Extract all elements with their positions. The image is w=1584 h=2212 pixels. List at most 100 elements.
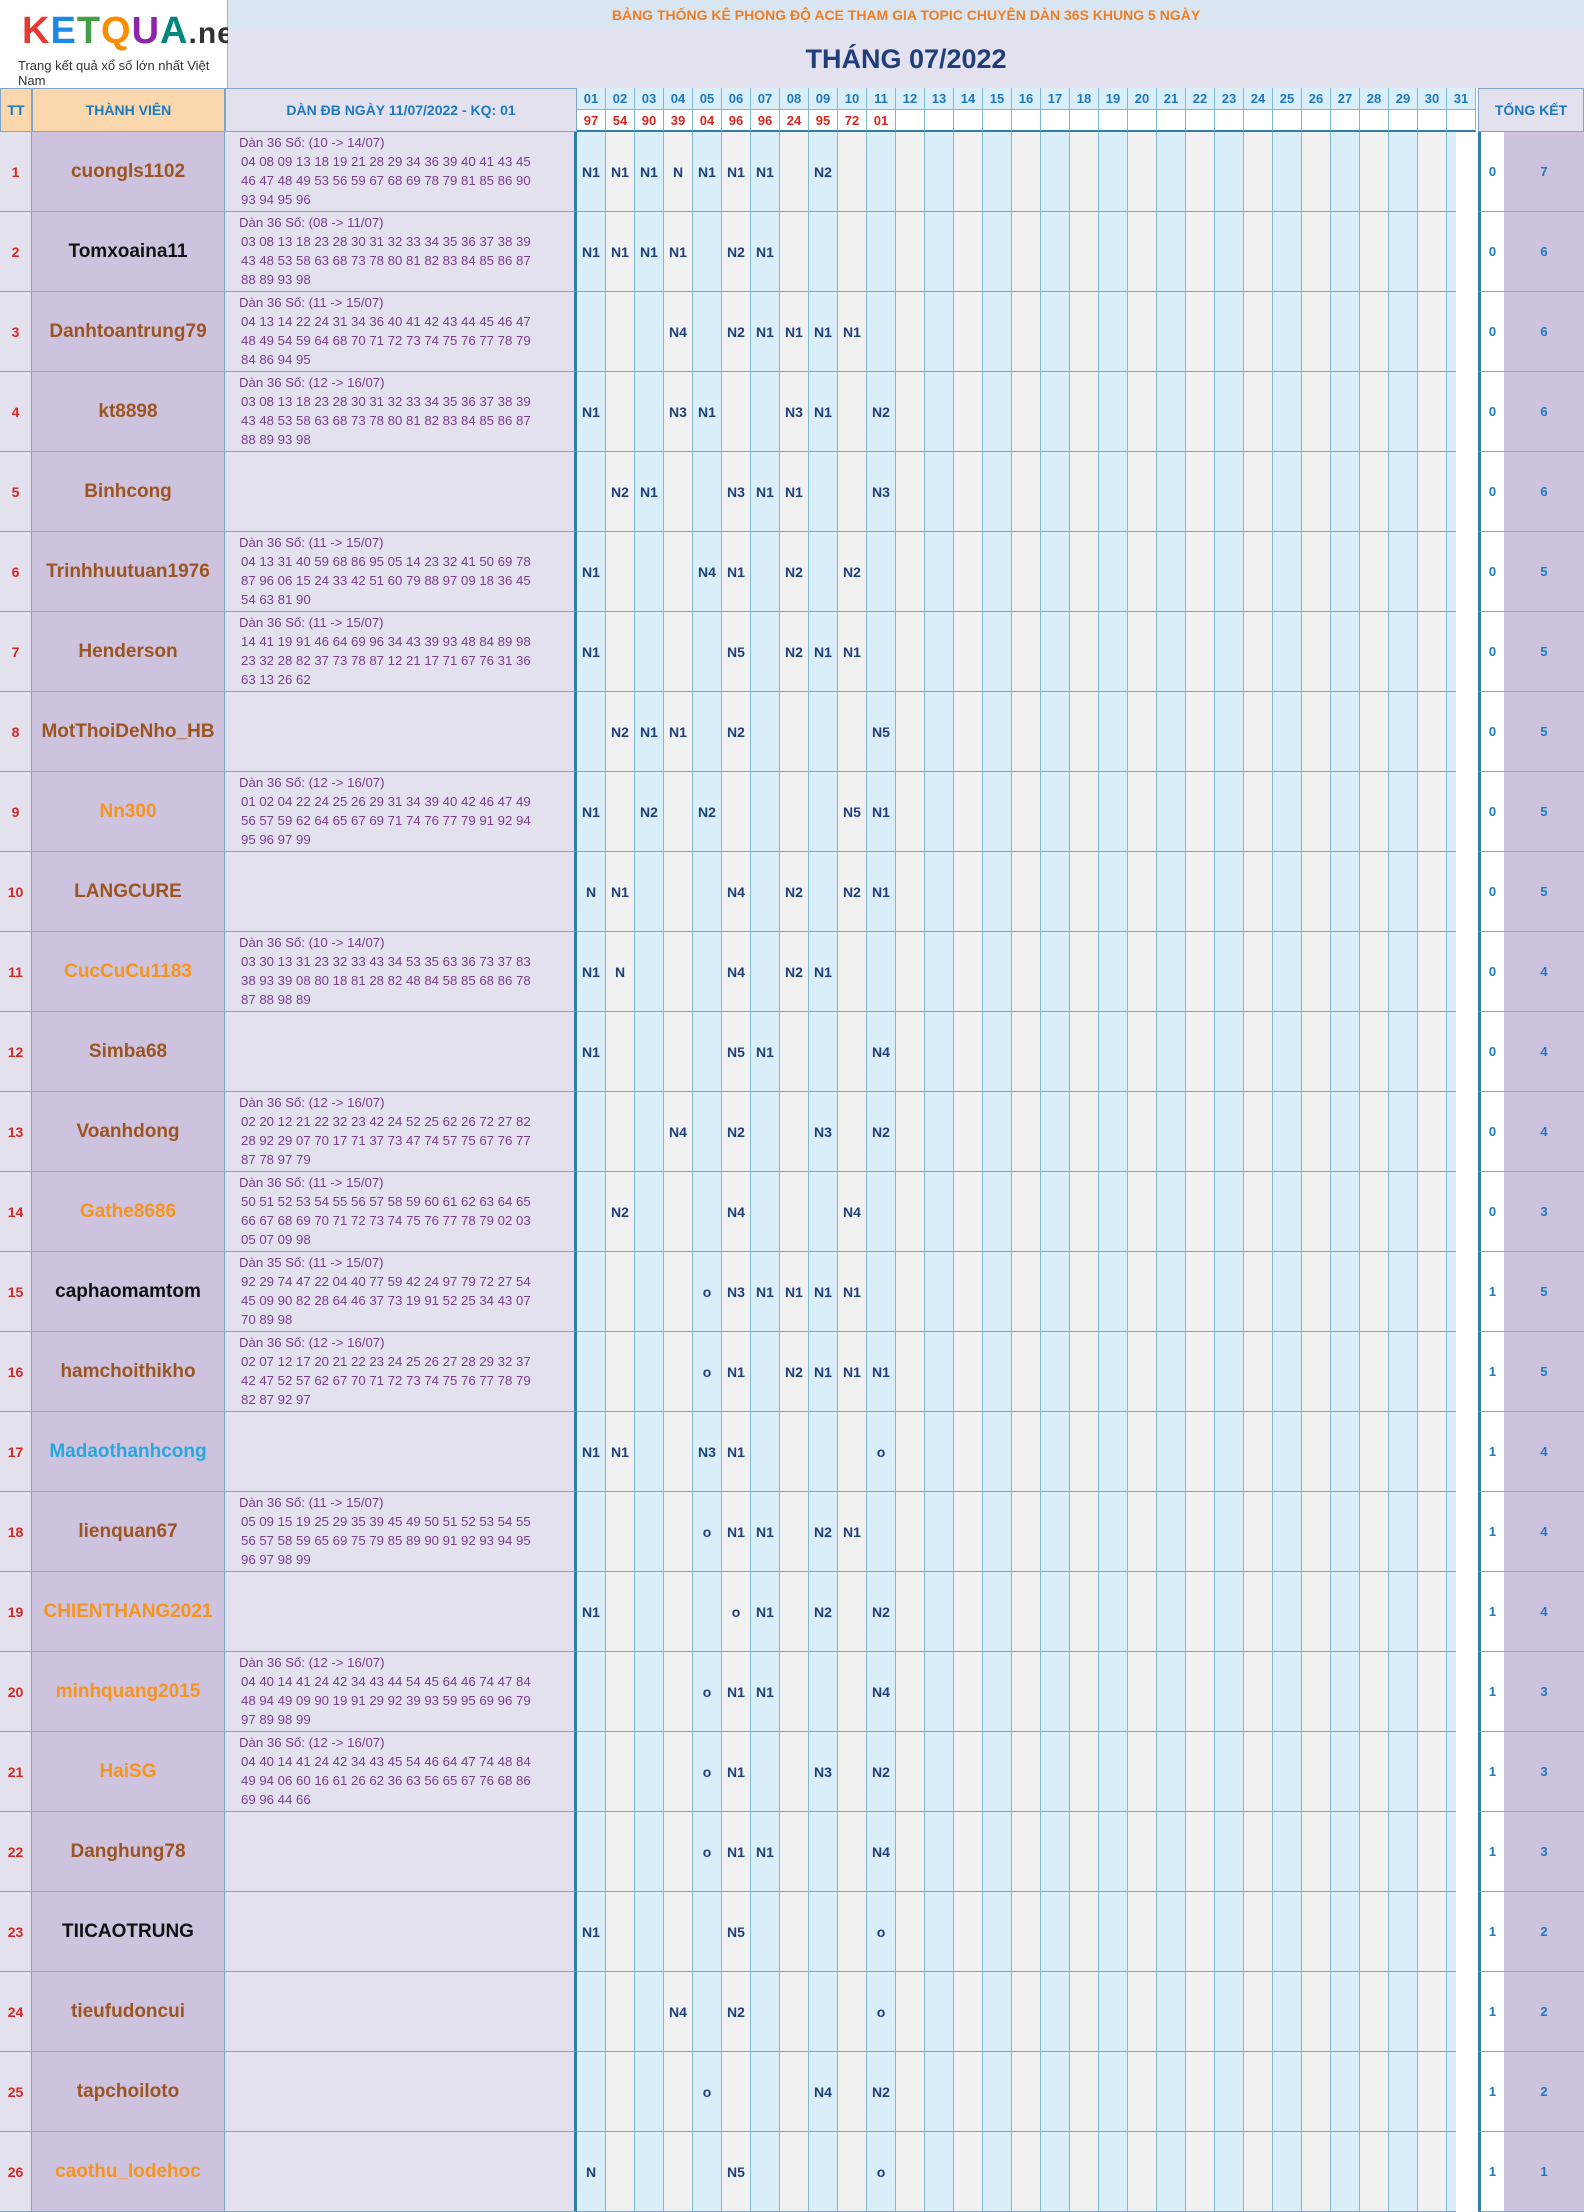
day-cell xyxy=(635,1172,664,1252)
table-row: 21 HaiSG Dàn 36 Số: (12 -> 16/07) 04 40 14 … xyxy=(0,1732,1584,1812)
day-cell xyxy=(1360,292,1389,372)
day-cell xyxy=(1012,1412,1041,1492)
member-name[interactable]: LANGCURE xyxy=(32,852,225,932)
day-cell xyxy=(664,1892,693,1972)
day-cell xyxy=(925,532,954,612)
member-name[interactable]: Henderson xyxy=(32,612,225,692)
member-name[interactable]: Trinhhuutuan1976 xyxy=(32,532,225,612)
member-name[interactable]: MotThoiDeNho_HB xyxy=(32,692,225,772)
day-cell xyxy=(1215,452,1244,532)
member-name[interactable]: cuongls1102 xyxy=(32,132,225,212)
member-name[interactable]: tieufudoncui xyxy=(32,1972,225,2052)
day-cell xyxy=(954,772,983,852)
day-cell xyxy=(983,532,1012,612)
day-cell xyxy=(1186,1572,1215,1652)
day-cell xyxy=(635,612,664,692)
member-name[interactable]: CHIENTHANG2021 xyxy=(32,1572,225,1652)
day-cell xyxy=(1331,1332,1360,1412)
ketqua-logo[interactable]: KETQUA.net Trang kết quả xổ số lớn nhất … xyxy=(0,0,245,88)
day-cell xyxy=(1273,1172,1302,1252)
member-name[interactable]: lienquan67 xyxy=(32,1492,225,1572)
day-result: 96 xyxy=(722,110,751,132)
dan-numbers xyxy=(225,2052,577,2132)
day-cell: N1 xyxy=(751,1012,780,1092)
member-name[interactable]: Binhcong xyxy=(32,452,225,532)
gap-column xyxy=(1456,2132,1478,2212)
day-cell xyxy=(664,2052,693,2132)
day-cell xyxy=(925,1572,954,1652)
member-name[interactable]: CucCuCu1183 xyxy=(32,932,225,1012)
day-cell xyxy=(1331,852,1360,932)
day-cell xyxy=(1099,1652,1128,1732)
member-name[interactable]: Danghung78 xyxy=(32,1812,225,1892)
day-cell xyxy=(838,1892,867,1972)
day-cell xyxy=(1389,372,1418,452)
summary-hit: 0 xyxy=(1478,1092,1504,1172)
member-name[interactable]: hamchoithikho xyxy=(32,1332,225,1412)
day-cell xyxy=(896,692,925,772)
summary-total: 5 xyxy=(1504,1332,1584,1412)
day-cell xyxy=(1273,1252,1302,1332)
day-cell xyxy=(1360,692,1389,772)
member-name[interactable]: Nn300 xyxy=(32,772,225,852)
day-cell xyxy=(1273,372,1302,452)
day-cell xyxy=(780,1892,809,1972)
day-cell: N xyxy=(606,932,635,1012)
day-cell xyxy=(1070,692,1099,772)
day-cell: N4 xyxy=(838,1172,867,1252)
member-name[interactable]: Simba68 xyxy=(32,1012,225,1092)
summary-hit: 0 xyxy=(1478,372,1504,452)
day-cell xyxy=(780,1412,809,1492)
day-cell xyxy=(1215,1172,1244,1252)
row-number: 6 xyxy=(0,532,32,612)
day-cell xyxy=(606,1092,635,1172)
member-name[interactable]: caothu_lodehoc xyxy=(32,2132,225,2212)
sheet-banner: BẢNG THỐNG KÊ PHONG ĐỘ ACE THAM GIA TOPI… xyxy=(228,0,1584,31)
member-name[interactable]: Danhtoantrung79 xyxy=(32,292,225,372)
day-result xyxy=(983,110,1012,132)
day-cell xyxy=(1215,132,1244,212)
member-name[interactable]: Gathe8686 xyxy=(32,1172,225,1252)
member-name[interactable]: Voanhdong xyxy=(32,1092,225,1172)
member-name[interactable]: kt8898 xyxy=(32,372,225,452)
day-cell xyxy=(1331,452,1360,532)
day-cell xyxy=(1331,2132,1360,2212)
table-row: 22 Danghung78 o N1 N1 N4 1 3 xyxy=(0,1812,1584,1892)
day-header: 20 xyxy=(1128,88,1157,110)
dan-numbers xyxy=(225,452,577,532)
day-cell: N1 xyxy=(751,1652,780,1732)
day-cell xyxy=(1157,132,1186,212)
member-name[interactable]: Madaothanhcong xyxy=(32,1412,225,1492)
day-cell xyxy=(1041,292,1070,372)
day-cell xyxy=(1128,1172,1157,1252)
row-number: 21 xyxy=(0,1732,32,1812)
day-cell xyxy=(983,1572,1012,1652)
day-cell xyxy=(925,692,954,772)
day-cell xyxy=(1099,372,1128,452)
member-name[interactable]: tapchoiloto xyxy=(32,2052,225,2132)
day-cell xyxy=(1418,1172,1447,1252)
member-name[interactable]: HaiSG xyxy=(32,1732,225,1812)
member-name[interactable]: caphaomamtom xyxy=(32,1252,225,1332)
member-name[interactable]: TIICAOTRUNG xyxy=(32,1892,225,1972)
day-cell xyxy=(1012,1172,1041,1252)
day-cell xyxy=(1099,1732,1128,1812)
dan-title: Dàn 36 Số: (12 -> 16/07) xyxy=(239,1335,385,1350)
day-cell xyxy=(1302,612,1331,692)
day-cell xyxy=(751,1172,780,1252)
member-name[interactable]: minhquang2015 xyxy=(32,1652,225,1732)
day-cell xyxy=(1157,1492,1186,1572)
day-cell: N5 xyxy=(722,1012,751,1092)
table-row: 25 tapchoiloto o N4 N2 1 2 xyxy=(0,2052,1584,2132)
member-name[interactable]: Tomxoaina11 xyxy=(32,212,225,292)
summary-hit: 1 xyxy=(1478,1252,1504,1332)
day-cell xyxy=(896,1492,925,1572)
day-cell xyxy=(1070,1012,1099,1092)
day-cell xyxy=(1302,1812,1331,1892)
day-cell xyxy=(896,372,925,452)
row-number: 7 xyxy=(0,612,32,692)
day-cell xyxy=(1070,132,1099,212)
summary-hit: 0 xyxy=(1478,692,1504,772)
day-cell xyxy=(1389,1012,1418,1092)
dan-numbers xyxy=(225,1572,577,1652)
